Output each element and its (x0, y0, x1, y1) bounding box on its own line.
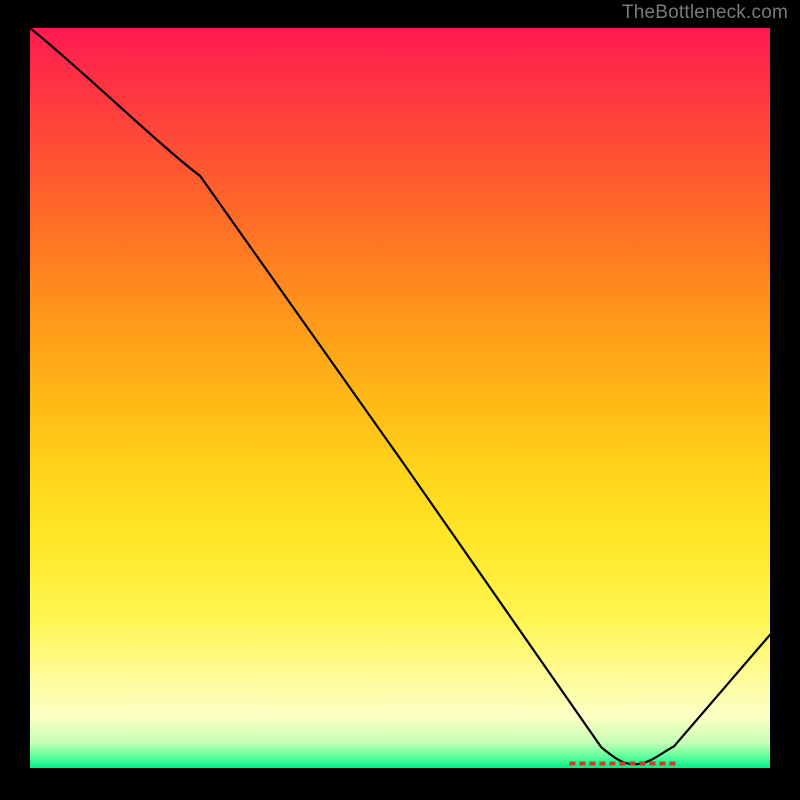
watermark-text: TheBottleneck.com (622, 2, 788, 24)
chart-line-layer (30, 28, 770, 768)
chart-plot-area (30, 28, 770, 768)
chart-series-line (30, 28, 770, 764)
